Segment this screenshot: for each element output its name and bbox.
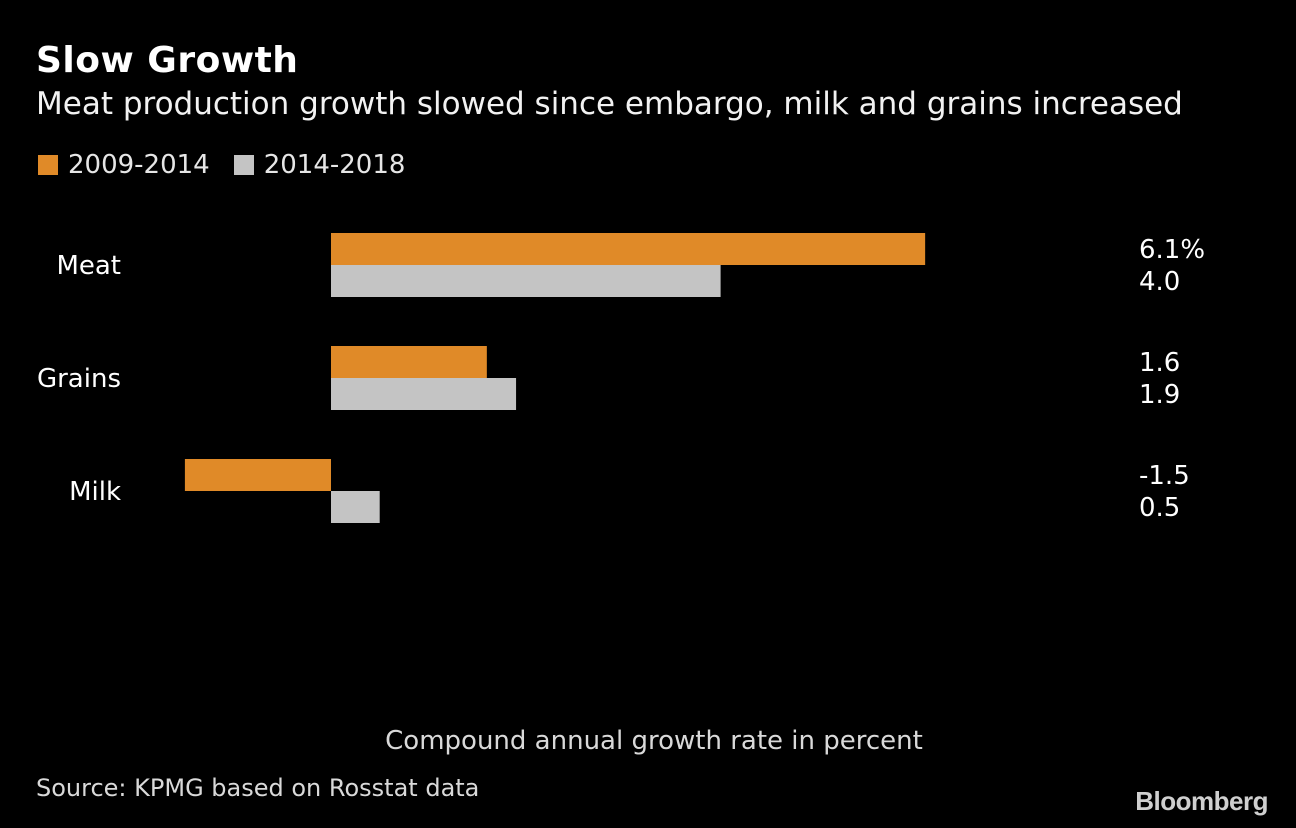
category-label-meat: Meat — [56, 251, 121, 281]
value-label-meat-2014-2018: 4.0 — [1139, 267, 1180, 297]
value-label-milk-2009-2014: -1.5 — [1139, 461, 1190, 491]
legend: 2009-2014 2014-2018 — [38, 150, 429, 180]
legend-item-2009-2014: 2009-2014 — [38, 150, 210, 180]
bar-milk-2014-2018 — [331, 491, 380, 523]
bar-meat-2014-2018 — [331, 265, 721, 297]
bar-grains-2009-2014 — [331, 346, 487, 378]
value-label-grains-2009-2014: 1.6 — [1139, 348, 1180, 378]
legend-swatch-2014-2018 — [233, 155, 254, 175]
value-label-milk-2014-2018: 0.5 — [1139, 493, 1180, 523]
bar-milk-2009-2014 — [184, 459, 331, 491]
chart-title: Slow Growth — [36, 40, 299, 81]
category-label-grains: Grains — [37, 364, 121, 394]
bloomberg-logo: Bloomberg — [1135, 786, 1268, 816]
legend-label-2009-2014: 2009-2014 — [68, 150, 210, 180]
legend-swatch-2009-2014 — [38, 155, 58, 175]
value-label-meat-2009-2014: 6.1% — [1139, 235, 1205, 265]
category-label-milk: Milk — [69, 477, 121, 507]
axis-caption: Compound annual growth rate in percent — [385, 726, 923, 756]
value-label-grains-2014-2018: 1.9 — [1139, 380, 1180, 410]
source-note: Source: KPMG based on Rosstat data — [36, 774, 480, 802]
bar-grains-2014-2018 — [331, 378, 517, 410]
chart-subtitle: Meat production growth slowed since emba… — [36, 86, 1183, 122]
bar-meat-2009-2014 — [331, 233, 926, 265]
legend-label-2014-2018: 2014-2018 — [263, 150, 406, 180]
legend-item-2014-2018: 2014-2018 — [233, 150, 406, 180]
